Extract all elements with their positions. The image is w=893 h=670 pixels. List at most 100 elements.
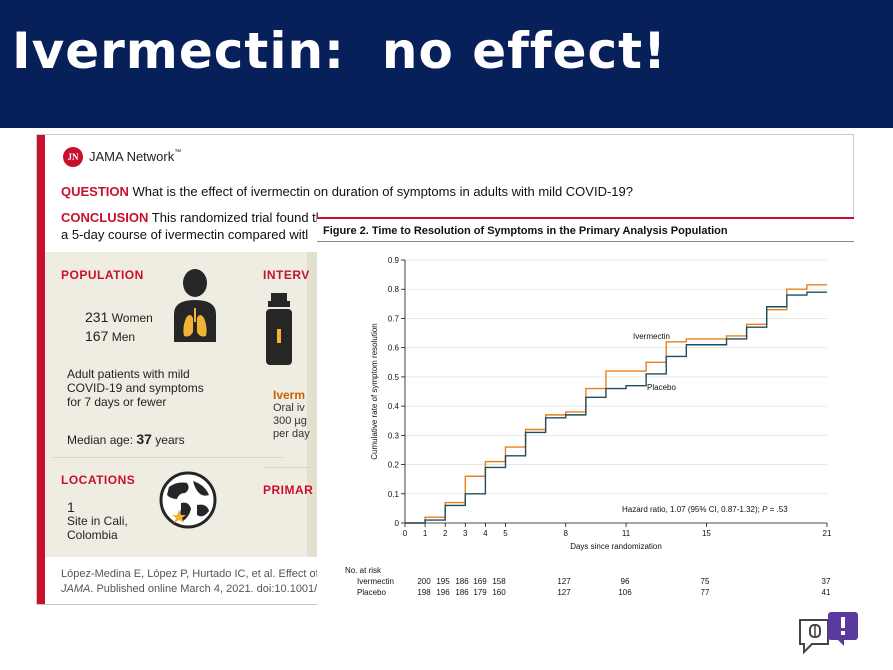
vial-icon [266, 293, 292, 365]
series-label-ivermectin: Ivermectin [633, 332, 670, 341]
panel-divider [307, 252, 317, 557]
hazard-ratio-annotation: Hazard ratio, 1.07 (95% CI, 0.87-1.32); … [622, 505, 788, 514]
population-desc-2: COVID-19 and symptoms [67, 381, 204, 395]
y-axis: 0 0.1 0.2 0.3 0.4 0.5 0.6 0.7 0.8 0.9 [388, 256, 406, 528]
at-risk-value: 160 [492, 588, 506, 597]
population-heading: POPULATION [61, 268, 144, 282]
x-tick-label: 4 [483, 529, 488, 538]
x-tick-label: 11 [622, 529, 631, 538]
x-tick-label: 3 [463, 529, 468, 538]
median-age-label: Median age: [67, 433, 137, 447]
y-tick-label: 0.1 [388, 490, 400, 499]
population-desc-3: for 7 days or fewer [67, 395, 167, 409]
at-risk-value: 127 [557, 577, 571, 586]
at-risk-value: 179 [473, 588, 487, 597]
x-tick-label: 8 [564, 529, 569, 538]
locations-text: 1 Site in Cali, Colombia [67, 500, 128, 542]
y-tick-label: 0 [395, 519, 400, 528]
y-tick-label: 0.4 [388, 402, 400, 411]
y-tick-label: 0.6 [388, 344, 400, 353]
hazard-p-value: = .53 [767, 505, 788, 514]
population-desc-1: Adult patients with mild [67, 367, 190, 381]
x-axis: 0 1 2 3 4 5 8 11 15 21 [403, 522, 832, 538]
x-tick-label: 1 [423, 529, 428, 538]
km-chart: 0 0.1 0.2 0.3 0.4 0.5 0.6 0.7 0.8 0.9 0 1 2 3 4 5 8 11 15… [370, 256, 832, 551]
citation: López-Medina E, López P, Hurtado IC, et … [61, 567, 319, 597]
hazard-ratio-text: Hazard ratio, 1.07 (95% CI, 0.87-1.32); [622, 505, 762, 514]
feedback-icon[interactable] [798, 612, 862, 656]
at-risk-value: 158 [492, 577, 506, 586]
locations-heading: LOCATIONS [61, 473, 136, 487]
intervention-line-3: per day [273, 428, 310, 440]
chart-series [405, 284, 827, 524]
intervention-line-1: Oral iv [273, 402, 305, 414]
jama-logo-icon: JN [63, 147, 83, 167]
figure-title-rule [317, 241, 854, 242]
x-tick-label: 5 [503, 529, 508, 538]
citation-journal: JAMA [61, 583, 91, 595]
x-tick-label: 2 [443, 529, 448, 538]
jama-network-brand: JAMA Network™ [89, 149, 181, 164]
question-label: QUESTION [61, 184, 129, 199]
conclusion-text-1: This randomized trial found tl [148, 210, 319, 225]
men-count-line: 167 Men [85, 328, 135, 344]
conclusion-label: CONCLUSION [61, 210, 149, 225]
primary-outcome-heading: PRIMAR [263, 483, 314, 497]
y-tick-label: 0.5 [388, 373, 400, 382]
figure-title: Figure 2. Time to Resolution of Symptoms… [323, 225, 728, 237]
at-risk-value: 77 [700, 588, 710, 597]
at-risk-value: 127 [557, 588, 571, 597]
brand-tm: ™ [174, 149, 182, 156]
intervention-line-2: 300 µg [273, 415, 307, 427]
at-risk-value: 96 [620, 577, 630, 586]
at-risk-label-ivermectin: Ivermectin [357, 577, 394, 586]
y-tick-label: 0.8 [388, 285, 400, 294]
locations-line-1: Site in Cali, [67, 514, 128, 528]
y-tick-label: 0.3 [388, 431, 400, 440]
at-risk-header: No. at risk [345, 566, 382, 575]
citation-details: . Published online March 4, 2021. doi:10… [90, 583, 318, 595]
median-age-value: 37 [136, 431, 152, 447]
men-label: Men [108, 330, 136, 344]
conclusion-block: CONCLUSION This randomized trial found t… [61, 209, 319, 243]
intervention-text: Iverm Oral iv 300 µg per day [273, 389, 310, 441]
at-risk-value: 186 [455, 577, 469, 586]
at-risk-value: 106 [618, 588, 632, 597]
median-age: Median age: 37 years [67, 431, 185, 447]
median-age-unit: years [151, 433, 185, 447]
at-risk-value: 200 [417, 577, 431, 586]
citation-line-1: López-Medina E, López P, Hurtado IC, et … [61, 568, 319, 580]
at-risk-value: 75 [700, 577, 710, 586]
y-tick-label: 0.7 [388, 314, 400, 323]
person-lungs-icon [174, 269, 216, 342]
at-risk-value: 186 [455, 588, 469, 597]
population-description: Adult patients with mild COVID-19 and sy… [67, 367, 204, 409]
conclusion-line-1: CONCLUSION This randomized trial found t… [61, 209, 319, 226]
y-tick-label: 0.2 [388, 461, 400, 470]
title-banner: Ivermectin: no effect! [0, 0, 893, 128]
at-risk-label-placebo: Placebo [357, 588, 386, 597]
x-tick-label: 0 [403, 529, 408, 538]
intervention-divider [263, 467, 311, 468]
globe-icon [159, 471, 217, 529]
at-risk-value: 37 [821, 577, 831, 586]
x-axis-label: Days since randomization [570, 542, 662, 551]
intervention-heading: INTERV [263, 268, 310, 282]
question-line: QUESTION What is the effect of ivermecti… [61, 184, 633, 199]
men-count: 167 [85, 328, 109, 344]
at-risk-value: 195 [436, 577, 450, 586]
at-risk-value: 41 [821, 588, 831, 597]
y-axis-label: Cumulative rate of symptom resolution [370, 323, 379, 460]
question-text: What is the effect of ivermectin on dura… [128, 184, 633, 199]
women-count: 231 [85, 309, 109, 325]
at-risk-value: 169 [473, 577, 487, 586]
y-tick-label: 0.9 [388, 256, 400, 265]
section-divider [53, 457, 283, 458]
figure-accent-line [317, 217, 854, 219]
slide-title: Ivermectin: no effect! [12, 22, 667, 80]
citation-line-2: JAMA. Published online March 4, 2021. do… [61, 582, 319, 597]
km-curve-ivermectin [405, 284, 827, 524]
intervention-drug: Iverm [273, 388, 306, 402]
brand-name: JAMA Network [89, 149, 175, 164]
card-accent-bar [37, 135, 45, 604]
